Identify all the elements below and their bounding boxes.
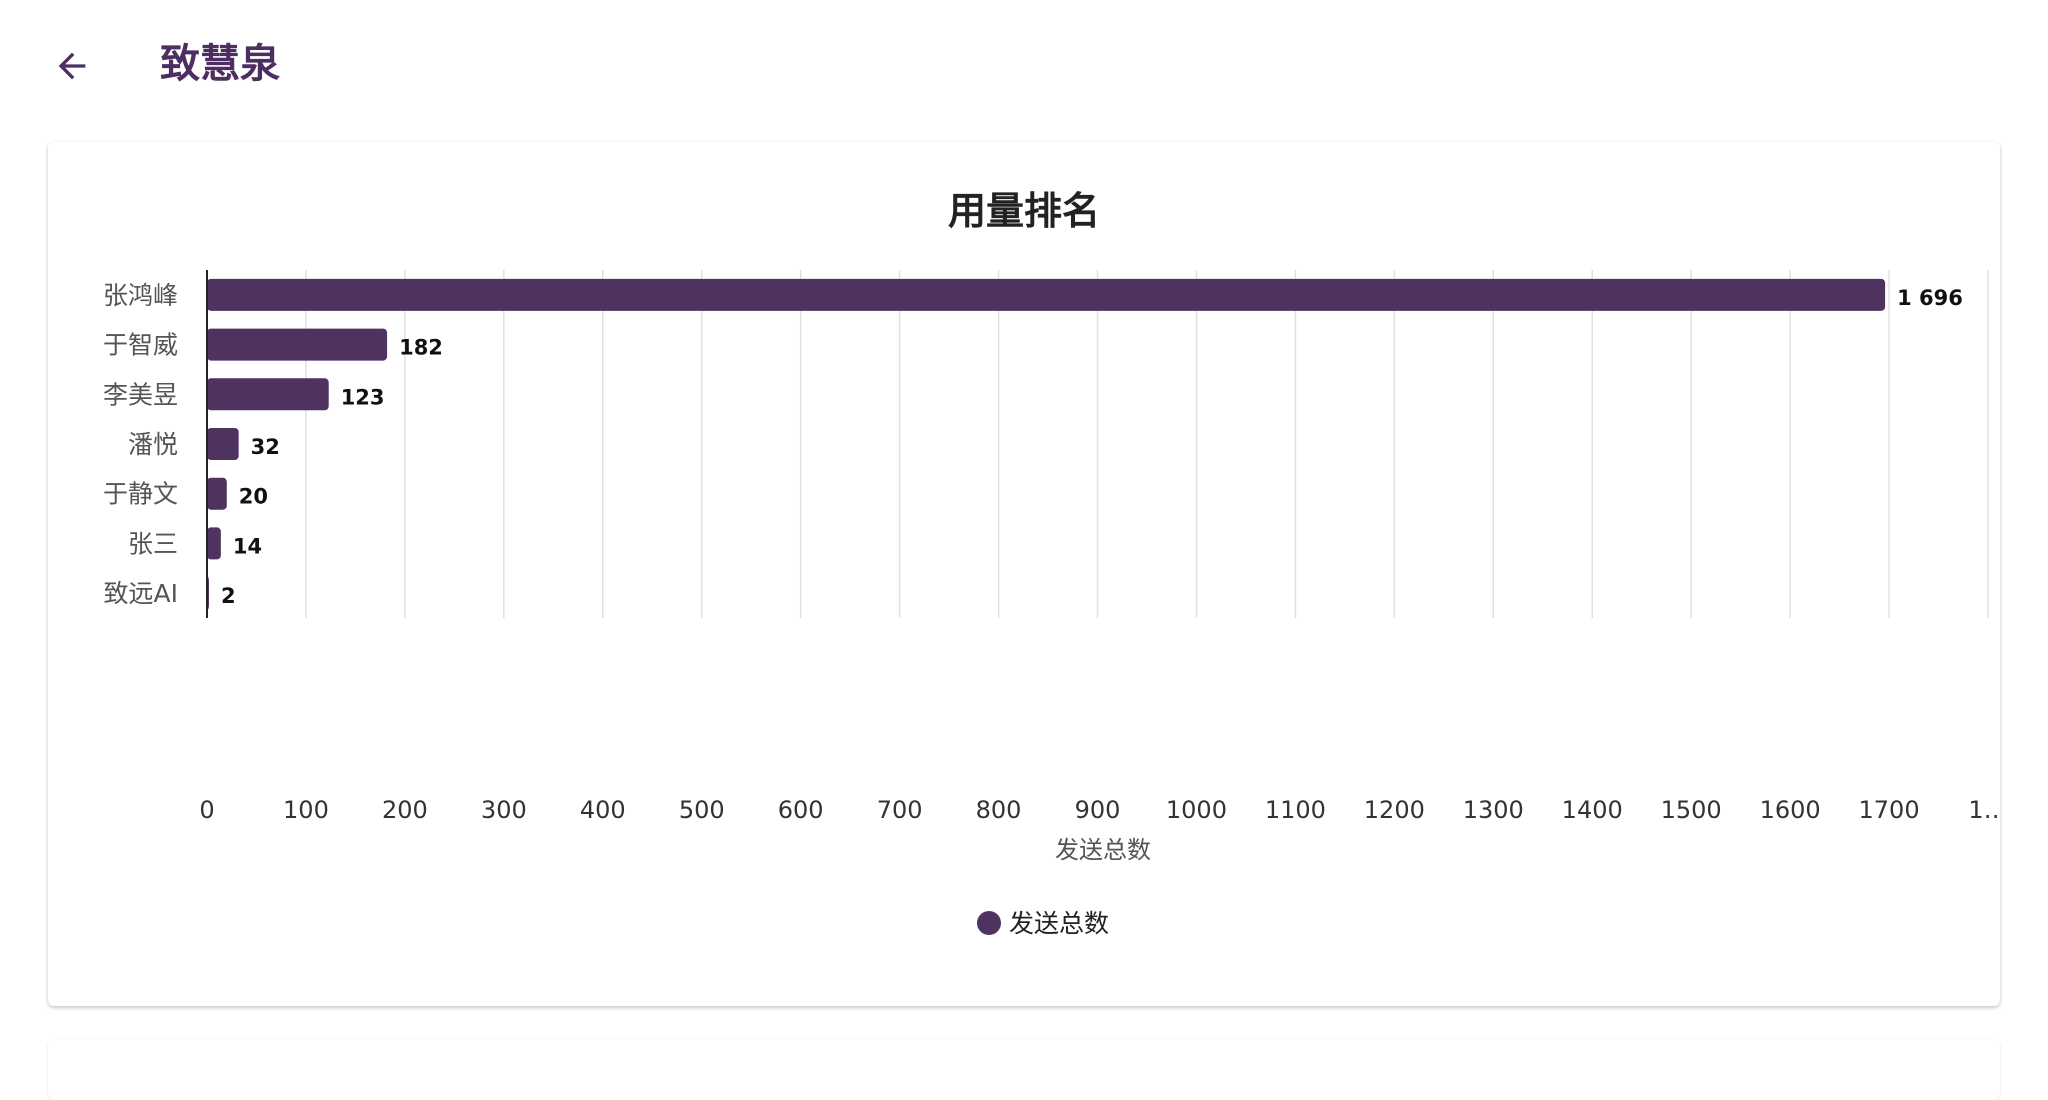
x-tick-label: 300 <box>481 796 527 824</box>
x-tick-label: 1000 <box>1166 796 1227 824</box>
header: 致慧泉 <box>0 0 2048 130</box>
x-tick-label: 800 <box>976 796 1022 824</box>
chart-card: 用量排名 张鸿峰于智威李美昱潘悦于静文张三致远AI 1 696 182 123 32 2… <box>48 142 2000 1006</box>
x-tick-label: 200 <box>382 796 428 824</box>
x-tick-label: 1400 <box>1562 796 1623 824</box>
x-tick-label: 700 <box>877 796 923 824</box>
bars <box>207 278 1886 610</box>
page-title: 致慧泉 <box>160 41 280 87</box>
bar[interactable] <box>207 428 239 460</box>
x-tick-label: 900 <box>1075 796 1121 824</box>
back-button[interactable] <box>44 38 100 94</box>
x-tick-label: 100 <box>283 796 329 824</box>
x-tick-label: 1… <box>1968 796 2000 824</box>
x-tick-label: 1300 <box>1463 796 1524 824</box>
legend[interactable]: 发送总数 <box>977 909 1109 938</box>
value-label: 32 <box>251 435 280 459</box>
x-tick-label: 0 <box>199 796 214 824</box>
x-tick-label: 1600 <box>1760 796 1821 824</box>
category-label: 于智威 <box>103 331 178 360</box>
category-label: 潘悦 <box>128 430 178 459</box>
bar[interactable] <box>207 378 329 411</box>
x-tick-label: 600 <box>778 796 824 824</box>
grid-lines <box>305 270 1989 618</box>
category-label: 张三 <box>128 529 178 558</box>
x-tick-label: 400 <box>580 796 626 824</box>
value-label: 14 <box>233 534 262 558</box>
x-tick-label: 1700 <box>1859 796 1920 824</box>
legend-label: 发送总数 <box>1009 909 1109 938</box>
category-label: 张鸿峰 <box>103 281 178 310</box>
value-label: 2 <box>221 584 236 608</box>
bar[interactable] <box>207 328 388 361</box>
value-label: 182 <box>399 336 443 360</box>
category-label: 于静文 <box>103 480 178 509</box>
chart-title: 用量排名 <box>948 189 1100 233</box>
arrow-left-icon <box>58 52 86 80</box>
x-tick-label: 1200 <box>1364 796 1425 824</box>
bar[interactable] <box>207 477 227 510</box>
x-axis-title: 发送总数 <box>1055 836 1151 864</box>
x-tick-label: 1100 <box>1265 796 1326 824</box>
x-tick-label: 500 <box>679 796 725 824</box>
value-labels: 1 696 182 123 32 20 14 2 <box>221 286 1963 608</box>
bar[interactable] <box>207 278 1886 311</box>
value-label: 20 <box>239 485 268 509</box>
category-label: 致远AI <box>104 579 178 608</box>
bar[interactable] <box>207 527 221 560</box>
category-label: 李美昱 <box>103 380 178 409</box>
value-label: 1 696 <box>1897 286 1963 310</box>
x-tick-labels: 0 100 200 300 400 500 600 700 800 900 1000 1100 1200… <box>199 796 2000 824</box>
legend-swatch <box>977 911 1001 935</box>
value-label: 123 <box>341 385 385 409</box>
x-tick-label: 1500 <box>1661 796 1722 824</box>
second-card <box>48 1040 2000 1100</box>
